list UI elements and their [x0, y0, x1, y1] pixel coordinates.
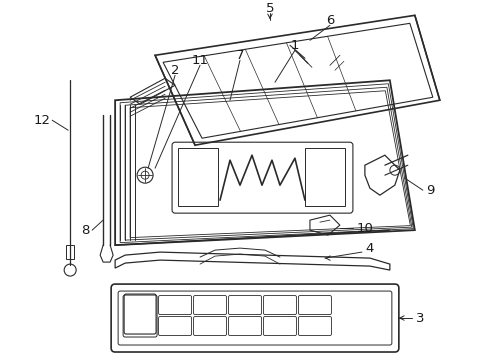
Bar	[305, 148, 345, 206]
Text: 10: 10	[356, 222, 373, 235]
Text: 3: 3	[416, 311, 424, 324]
Bar	[178, 148, 218, 206]
Text: 12: 12	[34, 114, 50, 127]
Text: 2: 2	[171, 64, 179, 77]
Text: 8: 8	[81, 224, 89, 237]
Text: 5: 5	[266, 2, 274, 15]
Text: 4: 4	[366, 242, 374, 255]
Text: 7: 7	[236, 49, 244, 62]
Text: 1: 1	[291, 39, 299, 52]
Text: 9: 9	[426, 184, 434, 197]
Bar	[66, 245, 74, 259]
Text: 11: 11	[192, 54, 209, 67]
Text: 6: 6	[326, 14, 334, 27]
